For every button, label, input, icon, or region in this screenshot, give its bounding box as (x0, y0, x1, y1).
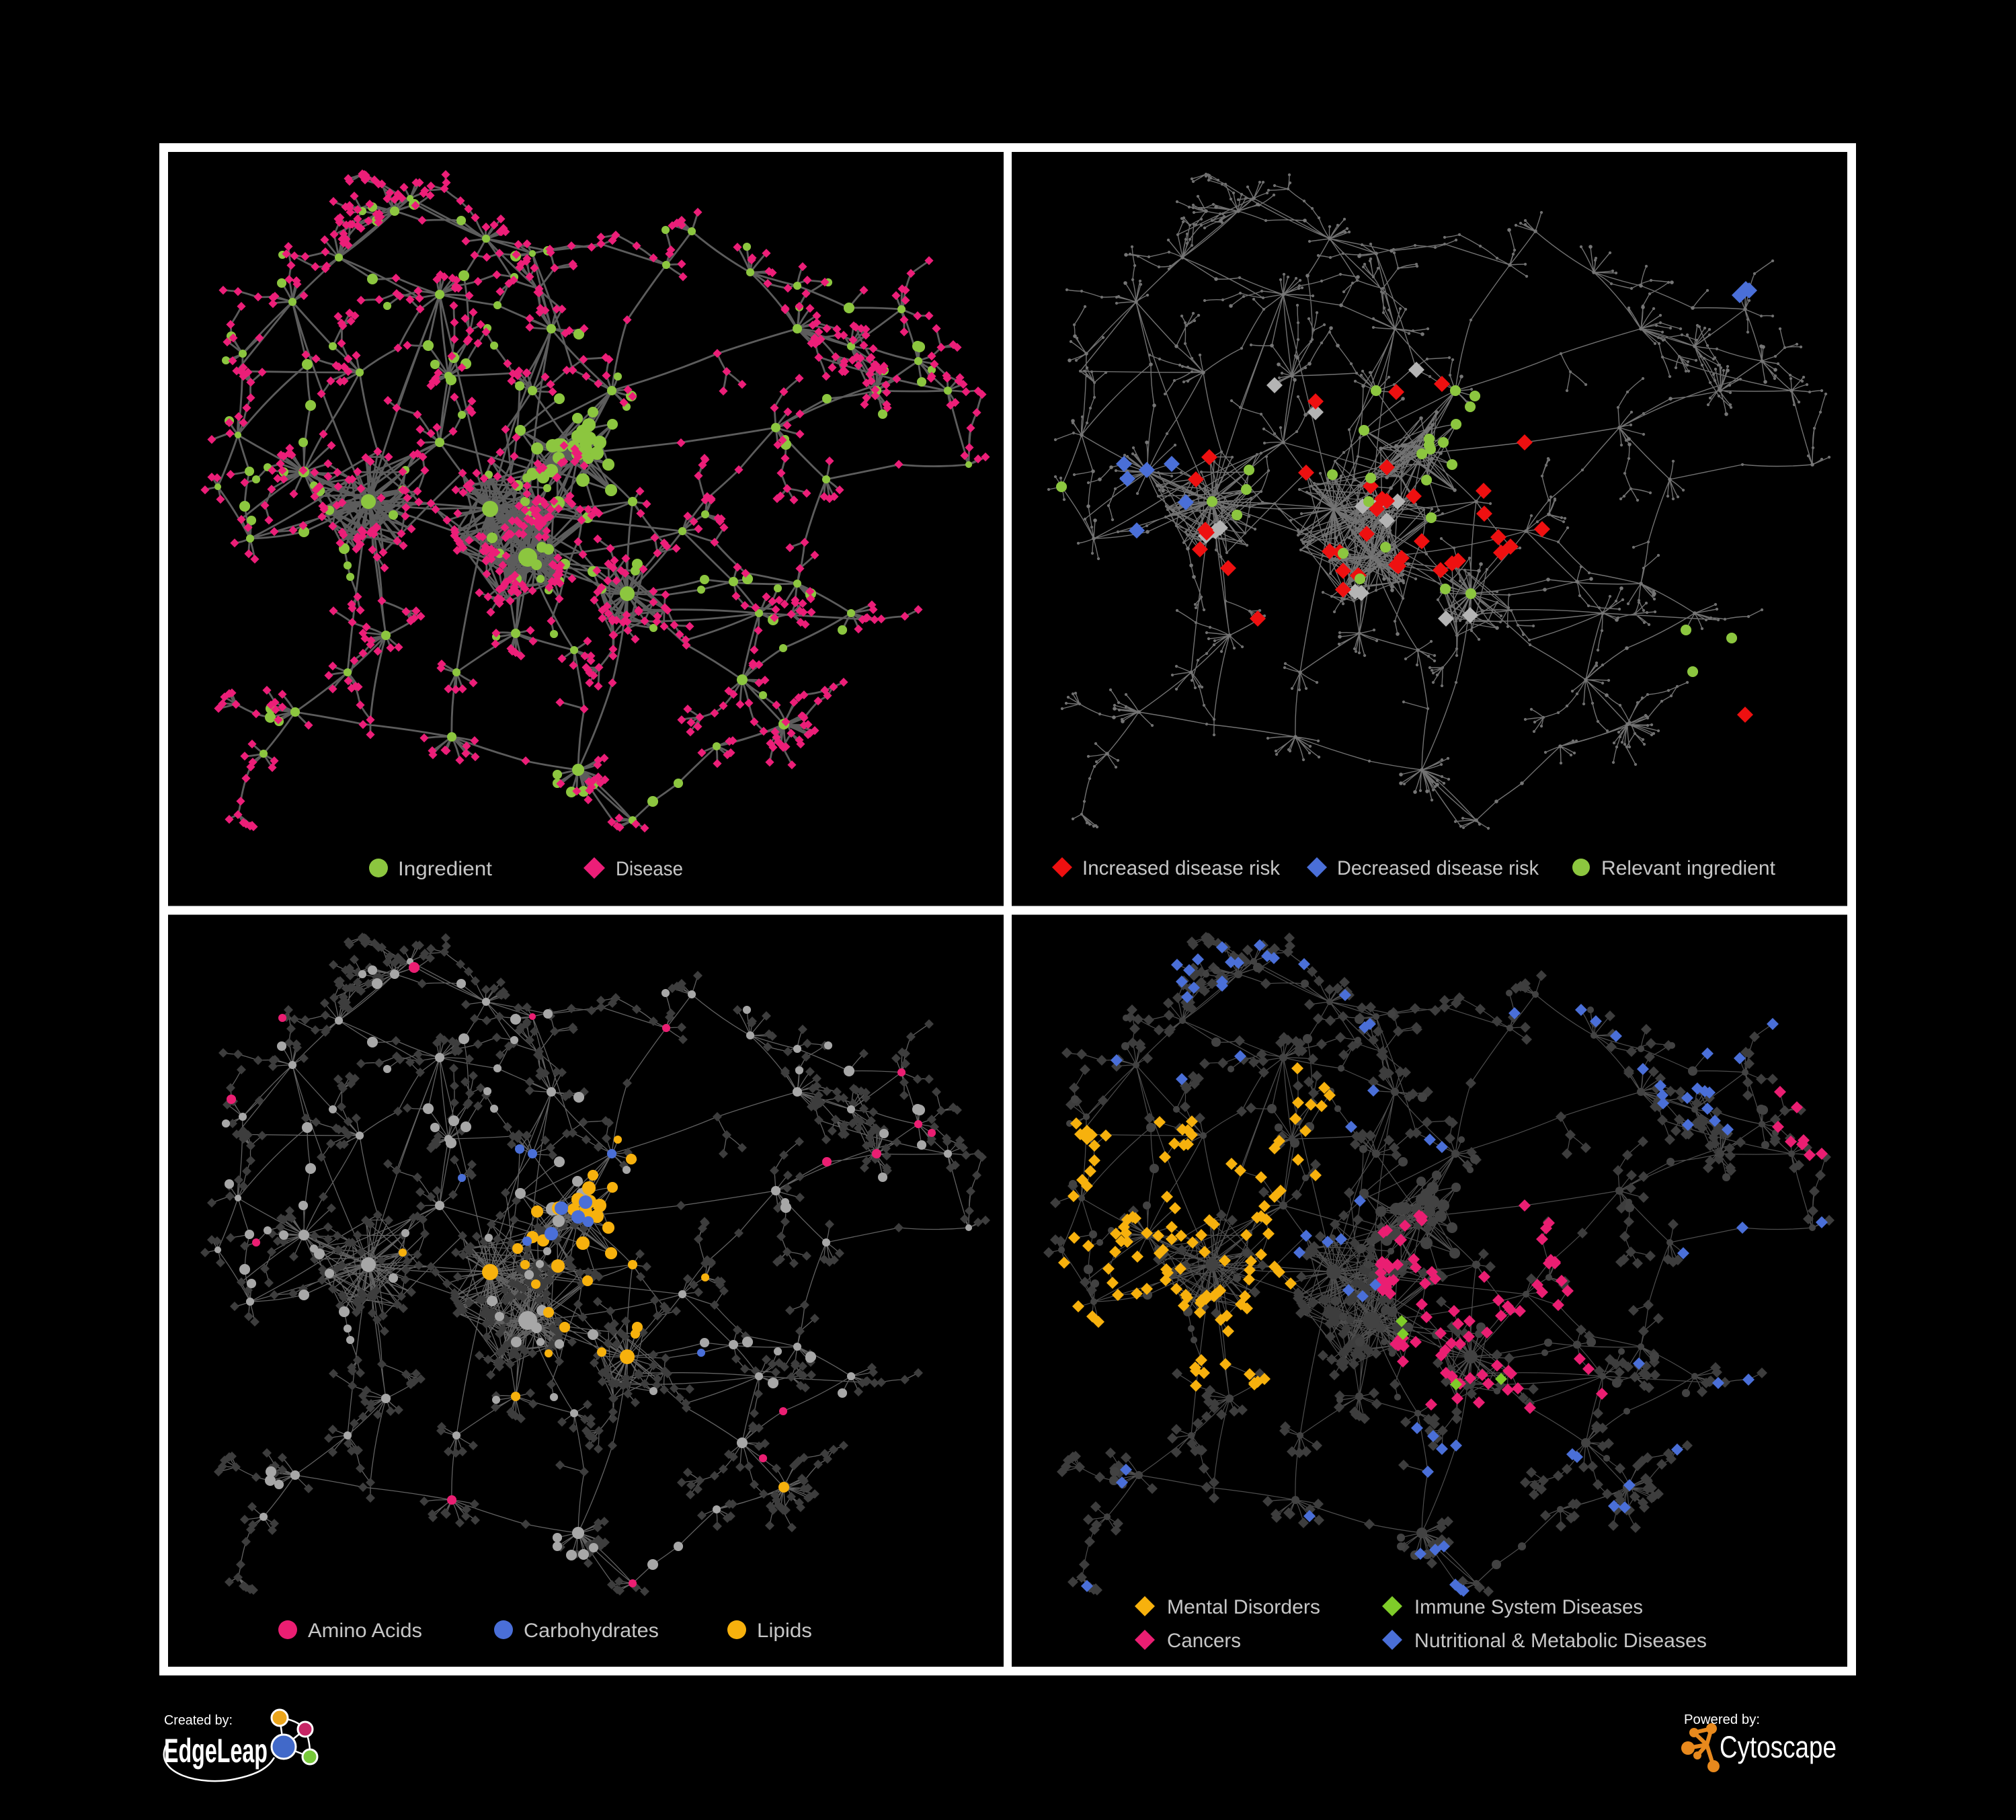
svg-text:Created by:: Created by: (164, 1713, 233, 1728)
svg-text:Mental Disorders: Mental Disorders (1167, 1596, 1320, 1618)
svg-text:Powered by:: Powered by: (1684, 1712, 1760, 1727)
svg-text:Relevant ingredient: Relevant ingredient (1601, 857, 1776, 879)
svg-text:EdgeLeap: EdgeLeap (164, 1732, 268, 1770)
svg-text:Disease: Disease (616, 858, 683, 880)
svg-text:Ingredient: Ingredient (398, 858, 493, 880)
svg-text:Lipids: Lipids (757, 1620, 812, 1642)
svg-text:Decreased disease risk: Decreased disease risk (1337, 857, 1539, 879)
svg-text:Increased disease risk: Increased disease risk (1082, 857, 1281, 879)
svg-text:Carbohydrates: Carbohydrates (524, 1620, 659, 1642)
svg-text:Cancers: Cancers (1167, 1630, 1241, 1652)
svg-text:Amino Acids: Amino Acids (308, 1620, 422, 1642)
svg-text:Nutritional & Metabolic Diseas: Nutritional & Metabolic Diseases (1414, 1630, 1707, 1652)
svg-text:Cytoscape: Cytoscape (1720, 1730, 1837, 1764)
svg-text:Immune System Diseases: Immune System Diseases (1414, 1596, 1643, 1618)
